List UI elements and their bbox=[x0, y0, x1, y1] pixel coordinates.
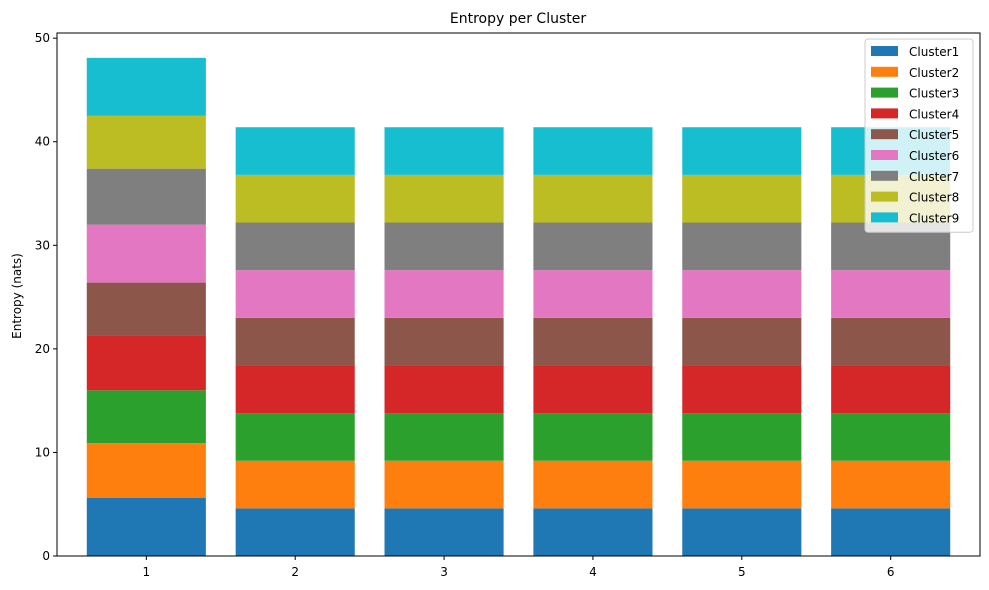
bar-segment-3-cluster9 bbox=[384, 127, 504, 175]
x-tick-label: 1 bbox=[143, 565, 151, 579]
y-tick-label: 30 bbox=[35, 238, 50, 252]
bar-segment-1-cluster7 bbox=[86, 168, 206, 225]
legend-label-cluster4: Cluster4 bbox=[909, 107, 959, 121]
bar-segment-1-cluster4 bbox=[86, 335, 206, 391]
legend-label-cluster7: Cluster7 bbox=[909, 170, 959, 184]
legend-swatch-cluster8 bbox=[871, 191, 898, 202]
bar-segment-6-cluster4 bbox=[831, 365, 951, 414]
bar-segment-2-cluster8 bbox=[235, 174, 355, 223]
y-tick-label: 10 bbox=[35, 445, 50, 459]
bar-segment-5-cluster3 bbox=[682, 413, 802, 461]
legend-swatch-cluster6 bbox=[871, 150, 898, 160]
bar-segment-4-cluster5 bbox=[533, 317, 653, 366]
bar-segment-5-cluster1 bbox=[682, 508, 802, 556]
legend-swatch-cluster9 bbox=[871, 212, 898, 223]
bars-group bbox=[86, 57, 951, 556]
bar-segment-1-cluster8 bbox=[86, 115, 206, 169]
x-tick-label: 3 bbox=[440, 565, 448, 579]
legend-label-cluster2: Cluster2 bbox=[909, 66, 959, 80]
bar-segment-4-cluster3 bbox=[533, 413, 653, 461]
bar-segment-5-cluster5 bbox=[682, 317, 802, 366]
y-axis-label: Entropy (nats) bbox=[10, 253, 24, 339]
bar-segment-3-cluster7 bbox=[384, 222, 504, 271]
bar-segment-3-cluster1 bbox=[384, 508, 504, 556]
legend: Cluster1 Cluster2 Cluster3 Cluster4 Cluster5… bbox=[864, 38, 974, 233]
x-tick-label: 4 bbox=[589, 565, 597, 579]
y-tick-label: 20 bbox=[35, 342, 50, 356]
legend-swatch-cluster1 bbox=[871, 46, 898, 56]
legend-swatch-cluster7 bbox=[871, 170, 898, 181]
bar-segment-4-cluster1 bbox=[533, 508, 653, 556]
bar-segment-6-cluster3 bbox=[831, 413, 951, 461]
bar-segment-6-cluster1 bbox=[831, 508, 951, 556]
bar-segment-2-cluster7 bbox=[235, 222, 355, 271]
bar-segment-5-cluster4 bbox=[682, 365, 802, 414]
legend-label-cluster9: Cluster9 bbox=[909, 211, 959, 225]
x-tick-label: 2 bbox=[291, 565, 299, 579]
x-tick-label: 5 bbox=[738, 565, 746, 579]
bar-segment-2-cluster6 bbox=[235, 270, 355, 318]
bar-segment-2-cluster4 bbox=[235, 365, 355, 414]
bar-segment-2-cluster5 bbox=[235, 317, 355, 366]
bar-segment-2-cluster1 bbox=[235, 508, 355, 556]
legend-box bbox=[864, 38, 974, 233]
legend-label-cluster5: Cluster5 bbox=[909, 128, 959, 142]
bar-segment-1-cluster1 bbox=[86, 498, 206, 556]
bar-segment-1-cluster3 bbox=[86, 390, 206, 444]
bar-segment-5-cluster7 bbox=[682, 222, 802, 271]
legend-label-cluster1: Cluster1 bbox=[909, 45, 959, 59]
legend-swatch-cluster5 bbox=[871, 129, 898, 140]
bar-segment-5-cluster9 bbox=[682, 127, 802, 175]
legend-swatch-cluster3 bbox=[871, 87, 898, 98]
bar-segment-4-cluster9 bbox=[533, 127, 653, 175]
legend-label-cluster6: Cluster6 bbox=[909, 149, 959, 163]
bar-segment-6-cluster5 bbox=[831, 317, 951, 366]
bar-segment-3-cluster6 bbox=[384, 270, 504, 318]
bar-segment-3-cluster2 bbox=[384, 460, 504, 509]
legend-label-cluster8: Cluster8 bbox=[909, 191, 959, 205]
y-tick-label: 40 bbox=[35, 135, 50, 149]
bar-segment-4-cluster4 bbox=[533, 365, 653, 414]
bar-segment-4-cluster8 bbox=[533, 174, 653, 223]
legend-swatch-cluster2 bbox=[871, 66, 898, 77]
bar-segment-1-cluster9 bbox=[86, 57, 206, 116]
bar-segment-3-cluster4 bbox=[384, 365, 504, 414]
bar-segment-1-cluster6 bbox=[86, 224, 206, 283]
bar-segment-3-cluster5 bbox=[384, 317, 504, 366]
bar-segment-5-cluster2 bbox=[682, 460, 802, 509]
plot-frame bbox=[56, 32, 981, 557]
bar-segment-4-cluster7 bbox=[533, 222, 653, 271]
bar-segment-3-cluster3 bbox=[384, 413, 504, 461]
bar-segment-2-cluster9 bbox=[235, 127, 355, 175]
bar-segment-6-cluster2 bbox=[831, 460, 951, 509]
legend-swatch-cluster4 bbox=[871, 108, 898, 119]
bar-segment-4-cluster6 bbox=[533, 270, 653, 318]
bar-segment-2-cluster3 bbox=[235, 413, 355, 461]
bar-segment-3-cluster8 bbox=[384, 174, 504, 223]
bar-segment-1-cluster2 bbox=[86, 443, 206, 499]
bar-segment-6-cluster6 bbox=[831, 270, 951, 318]
y-tick-label: 50 bbox=[35, 31, 50, 45]
bar-segment-5-cluster8 bbox=[682, 174, 802, 223]
legend-label-cluster3: Cluster3 bbox=[909, 87, 959, 101]
x-tick-label: 6 bbox=[887, 565, 895, 579]
bar-segment-5-cluster6 bbox=[682, 270, 802, 318]
bar-segment-1-cluster5 bbox=[86, 282, 206, 336]
bar-segment-2-cluster2 bbox=[235, 460, 355, 509]
chart-title: Entropy per Cluster bbox=[450, 11, 586, 27]
y-tick-label: 0 bbox=[42, 549, 50, 563]
axes-group: 0 10 20 30 40 50 1 2 3 4 5 6 bbox=[35, 31, 981, 579]
bar-segment-4-cluster2 bbox=[533, 460, 653, 509]
